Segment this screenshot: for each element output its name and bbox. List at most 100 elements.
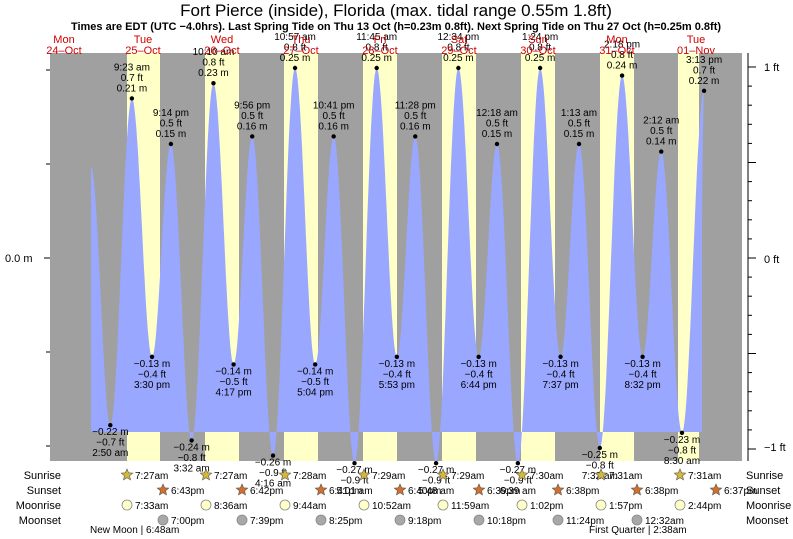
tide-label: −0.13 m xyxy=(379,359,415,370)
tide-label: 0.24 m xyxy=(607,61,638,72)
sunrise-time: 7:30am xyxy=(530,471,563,482)
tide-label: 0.16 m xyxy=(318,121,349,132)
day-name: Wed xyxy=(211,34,233,46)
tide-label: 9:56 pm xyxy=(234,100,270,111)
tide-label: 11:28 pm xyxy=(395,100,436,111)
tide-label: 5:04 pm xyxy=(297,387,333,398)
tide-label: −0.13 m xyxy=(460,359,496,370)
moonrise-time: 10:52am xyxy=(372,501,411,512)
tide-label: 0.25 m xyxy=(443,53,474,64)
sunset-icon xyxy=(472,483,486,496)
tide-point xyxy=(597,445,602,451)
day-date: 30–Oct xyxy=(520,45,555,57)
tide-point xyxy=(292,65,298,71)
tide-point xyxy=(413,134,418,139)
moonrise-time: 11:59am xyxy=(451,501,489,512)
tide-label: 5:01 am xyxy=(336,486,372,497)
sunset-icon xyxy=(709,483,723,496)
tide-label: −0.22 m xyxy=(92,427,128,438)
tide-label: 0.8 ft xyxy=(284,43,306,54)
sunrise-time: 7:31am xyxy=(609,471,642,482)
row-label-right: Moonset xyxy=(746,515,788,527)
sunrise-time: 7:29am xyxy=(451,471,484,482)
tide-point xyxy=(619,73,625,78)
tide-point xyxy=(312,362,318,367)
moonset-icon xyxy=(552,514,564,526)
tide-label: −0.5 ft xyxy=(301,377,329,388)
row-label-right: Sunset xyxy=(746,485,780,497)
moonrise-icon xyxy=(200,499,212,511)
moonset-time: 10:18pm xyxy=(487,516,526,527)
day-date: 28–Oct xyxy=(362,45,397,57)
sunset-time: 6:42pm xyxy=(250,486,283,497)
tide-label: 1:24 pm xyxy=(522,32,558,43)
tide-point xyxy=(374,65,379,71)
tide-label: 3:32 am xyxy=(174,463,210,474)
tide-point xyxy=(537,65,543,71)
tide-label: −0.5 ft xyxy=(220,377,248,388)
tide-label: −0.8 ft xyxy=(668,445,696,456)
moonset-icon xyxy=(157,514,169,526)
tide-label: −0.27 m xyxy=(500,465,536,476)
sunrise-time: 7:28am xyxy=(293,471,326,482)
day-name: Mon xyxy=(606,34,627,46)
tide-label: 1:13 am xyxy=(561,108,597,119)
tide-label: 8:30 am xyxy=(664,456,700,467)
tide-label: −0.13 m xyxy=(624,359,660,370)
tide-label: 0.15 m xyxy=(156,129,187,140)
day-date: 01–Nov xyxy=(677,45,715,57)
tide-label: −0.9 ft xyxy=(340,476,368,487)
tide-label: 0.25 m xyxy=(525,53,556,64)
tide-label: 0.21 m xyxy=(117,83,148,94)
tide-point xyxy=(352,461,357,466)
tide-label: −0.27 m xyxy=(418,465,454,476)
tide-point xyxy=(270,453,276,458)
row-label-right: Sunrise xyxy=(746,470,783,482)
sunrise-icon xyxy=(594,468,608,481)
tide-label: −0.26 m xyxy=(255,458,291,469)
tide-label: 10:10 am xyxy=(193,47,235,58)
first-quarter-label: First Quarter | 2:38am xyxy=(589,525,687,536)
tide-point xyxy=(679,430,685,435)
moonrise-icon xyxy=(595,499,607,511)
tide-point xyxy=(168,141,174,147)
day-date: 24–Oct xyxy=(46,45,81,57)
tide-label: 8:32 pm xyxy=(625,380,661,391)
moonset-time: 11:24pm xyxy=(566,516,604,527)
sunset-time: 6:43pm xyxy=(171,486,204,497)
moonset-time: 12:32am xyxy=(645,516,684,527)
tide-label: 11:45 am xyxy=(356,32,397,43)
tide-label: −0.8 ft xyxy=(178,453,206,464)
row-label-right: Moonrise xyxy=(746,500,791,512)
day-name: Tue xyxy=(687,34,706,46)
sunrise-icon xyxy=(199,468,213,481)
tide-point xyxy=(433,461,439,466)
tide-label: 3:13 pm xyxy=(686,55,722,66)
day-name: Sat xyxy=(451,34,468,46)
tide-label: 0.5 ft xyxy=(404,111,426,122)
new-moon-label: New Moon | 6:48am xyxy=(90,525,179,536)
tide-label: 0.16 m xyxy=(237,121,268,132)
tide-label: −0.4 ft xyxy=(629,369,657,380)
sunrise-icon xyxy=(436,468,450,481)
tide-point xyxy=(108,423,113,428)
tide-label: −0.13 m xyxy=(542,359,578,370)
tide-label: 6:44 pm xyxy=(461,380,497,391)
chart-title: Fort Pierce (inside), Florida (max. tida… xyxy=(180,1,612,20)
tide-point xyxy=(515,461,521,466)
sunset-time: 6:41pm xyxy=(329,486,362,497)
sunrise-icon xyxy=(120,468,134,481)
sunset-time: 6:38pm xyxy=(645,486,678,497)
moonrise-icon xyxy=(674,499,686,511)
sunset-time: 6:39pm xyxy=(487,486,520,497)
tide-label: 2:12 am xyxy=(643,116,679,127)
sunrise-icon xyxy=(673,468,687,481)
sunrise-time: 7:31am xyxy=(688,471,721,482)
tide-label: 0.16 m xyxy=(400,121,431,132)
right-axis-label: 1 ft xyxy=(764,62,779,74)
tide-label: 5:53 pm xyxy=(379,380,415,391)
tide-point xyxy=(476,354,481,359)
tide-label: 0.8 ft xyxy=(611,50,633,61)
tide-label: −0.9 ft xyxy=(504,476,532,487)
tide-label: 0.8 ft xyxy=(202,58,224,69)
